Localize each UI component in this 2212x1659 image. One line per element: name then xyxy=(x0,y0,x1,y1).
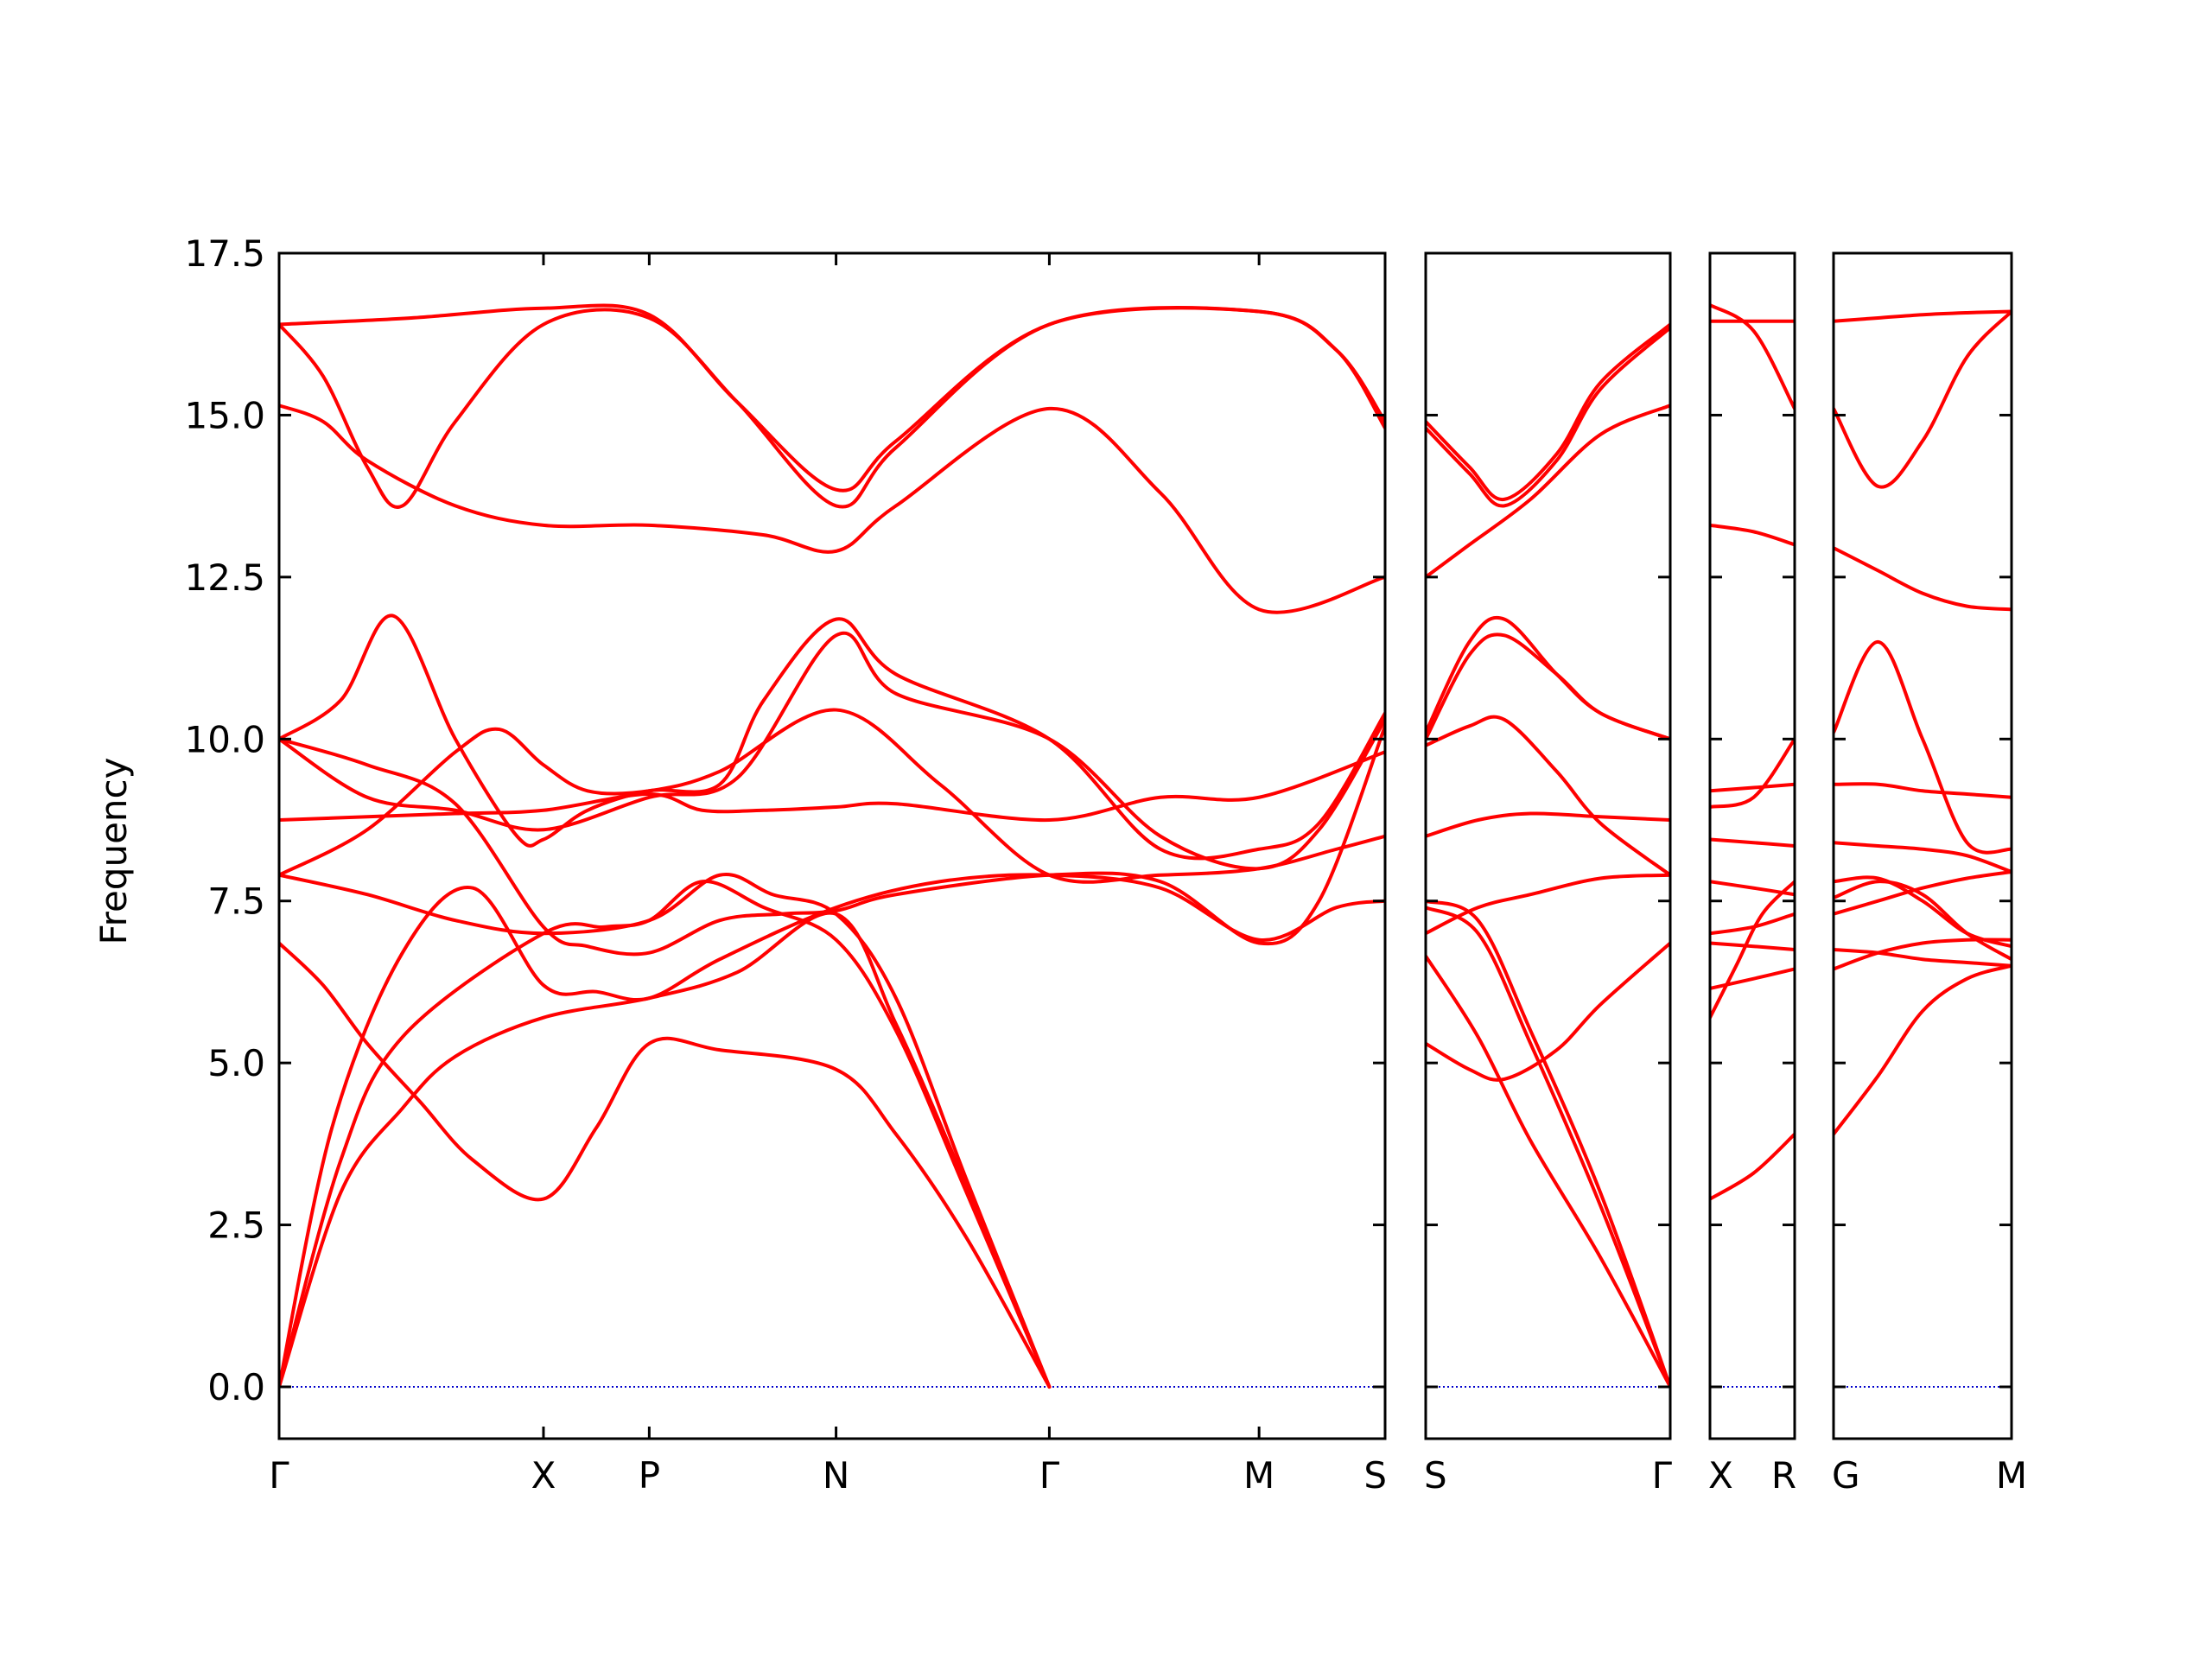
band-line-4 xyxy=(1426,906,1670,1389)
x-tick-label: G xyxy=(1832,1454,1860,1497)
band-line-6 xyxy=(1710,880,1795,897)
band-line-4 xyxy=(279,941,1052,1389)
x-tick-label: X xyxy=(531,1454,556,1497)
band-line-6 xyxy=(1834,875,2012,949)
band-line-11 xyxy=(1834,309,2012,489)
band-line-1 xyxy=(1426,954,1670,1389)
panel-frame xyxy=(1708,251,1796,1440)
band-line-12 xyxy=(279,306,1385,509)
panel-1: 0.0 2.5 5.0 7.5 10.0 12.5 15.0 17.5 Γ X P N Γ M S xyxy=(184,232,1387,1497)
bands xyxy=(1426,322,1670,1389)
band-line-1 xyxy=(279,880,1052,1389)
x-tick-label: S xyxy=(1424,1454,1447,1497)
x-tick-label: Γ xyxy=(1039,1454,1060,1497)
panel-frame xyxy=(1424,251,1672,1440)
bands xyxy=(279,303,1385,1389)
band-line-6 xyxy=(1426,811,1670,838)
band-line-10 xyxy=(1426,404,1670,579)
x-tick-label: M xyxy=(1243,1454,1274,1497)
band-line-10 xyxy=(279,631,1385,871)
panels: 0.02.55.07.510.012.515.017.5Γ X P N Γ M S S Γ X R G… xyxy=(184,232,2027,1497)
band-line-4 xyxy=(1710,941,1795,951)
panel-frame xyxy=(277,251,1387,1440)
band-line-1 xyxy=(1834,963,2012,1136)
band-line-2 xyxy=(279,911,1052,1389)
band-line-8 xyxy=(1834,782,2012,799)
band-line-12 xyxy=(1426,322,1670,501)
x-tick-label: N xyxy=(823,1454,849,1497)
x-tick-label: Γ xyxy=(269,1454,289,1497)
band-line-9 xyxy=(1710,782,1795,793)
band-line-13 xyxy=(279,303,1385,493)
band-line-5 xyxy=(279,872,1052,1389)
y-tick-label: 12.5 xyxy=(184,556,265,599)
y-axis-title-group: Frequency xyxy=(92,758,135,945)
y-axis-label: Frequency xyxy=(92,758,135,945)
x-tick-label: P xyxy=(639,1454,660,1497)
x-tick-label: S xyxy=(1363,1454,1387,1497)
band-line-3 xyxy=(1834,947,2012,968)
y-tick-label: 2.5 xyxy=(207,1205,265,1247)
band-line-3 xyxy=(1426,899,1670,1389)
band-line-9 xyxy=(1834,639,2012,855)
y-tick-label: 5.0 xyxy=(207,1042,265,1084)
band-line-7 xyxy=(1834,841,2012,874)
x-tick-label: R xyxy=(1771,1454,1796,1497)
band-line-12 xyxy=(1834,309,2012,323)
y-tick-label: 0.0 xyxy=(207,1366,265,1408)
band-line-2 xyxy=(1710,880,1795,1020)
band-line-7 xyxy=(279,750,1385,823)
band-line-8 xyxy=(279,724,1385,957)
y-tick-label: 15.0 xyxy=(184,394,265,436)
band-line-3 xyxy=(1710,967,1795,990)
x-tick-label: Γ xyxy=(1652,1454,1673,1497)
band-line-11 xyxy=(279,404,1385,614)
band-line-10 xyxy=(1834,546,2012,612)
x-tick-label: M xyxy=(1996,1454,2027,1497)
y-tick-label: 10.0 xyxy=(184,718,265,760)
y-tick-label: 17.5 xyxy=(184,232,265,275)
band-line-5 xyxy=(1426,873,1670,936)
band-line-8 xyxy=(1710,737,1795,810)
band-line-7 xyxy=(1710,837,1795,848)
band-line-7 xyxy=(1426,715,1670,877)
band-line-5 xyxy=(1834,880,2012,962)
band-line-9 xyxy=(279,613,1385,861)
band-line-11 xyxy=(1426,326,1670,508)
bands xyxy=(1710,302,1795,1201)
bands xyxy=(1834,309,2012,1136)
band-line-12 xyxy=(1710,302,1795,410)
band-line-4 xyxy=(1834,869,2012,916)
band-line-1 xyxy=(1710,1132,1795,1201)
y-tick-label: 7.5 xyxy=(207,880,265,923)
band-line-5 xyxy=(1710,912,1795,936)
x-tick-label: X xyxy=(1708,1454,1733,1497)
panel-frame xyxy=(1832,251,2013,1440)
band-line-10 xyxy=(1710,523,1795,547)
band-line-9 xyxy=(1426,615,1670,741)
band-line-3 xyxy=(279,873,1385,1389)
